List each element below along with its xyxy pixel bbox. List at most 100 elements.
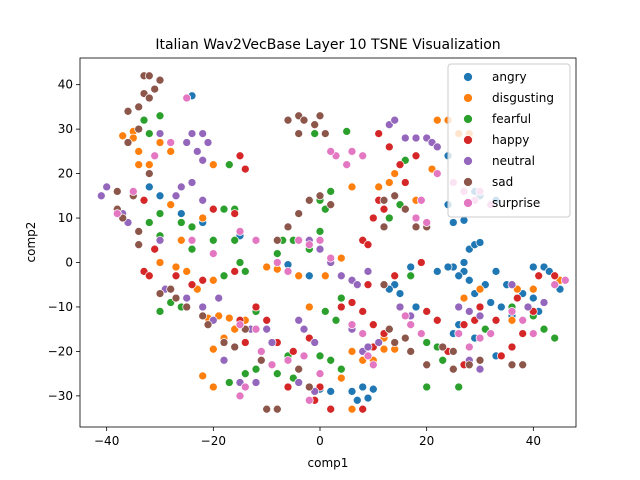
legend-marker-surprise (463, 198, 473, 208)
point-fearful-40 (331, 315, 341, 325)
point-surprise-21 (315, 369, 325, 379)
point-sad-0 (123, 106, 133, 116)
point-happy-41 (368, 213, 378, 223)
point-angry-39 (491, 267, 501, 276)
point-fearful-38 (336, 293, 346, 303)
point-disgusting-41 (347, 182, 357, 192)
legend-label-fearful: fearful (492, 112, 531, 126)
point-angry-8 (347, 387, 357, 396)
point-sad-24 (230, 342, 240, 352)
point-disgusting-3 (134, 147, 144, 156)
point-happy-57 (496, 351, 506, 361)
point-neutral-17 (182, 293, 192, 303)
point-fearful-12 (235, 258, 245, 267)
point-sad-43 (320, 129, 330, 138)
point-surprise-9 (272, 258, 282, 267)
point-disgusting-26 (262, 262, 272, 272)
point-sad-10 (144, 169, 154, 178)
point-sad-49 (411, 222, 421, 232)
point-happy-8 (235, 151, 245, 161)
point-sad-1 (134, 102, 144, 112)
point-sad-35 (304, 195, 314, 205)
point-happy-9 (240, 164, 250, 174)
point-angry-37 (464, 275, 474, 285)
point-sad-36 (315, 191, 325, 201)
point-sad-51 (379, 280, 389, 290)
point-disgusting-12 (155, 258, 165, 267)
point-happy-52 (534, 271, 544, 281)
point-happy-51 (512, 293, 522, 303)
x-tick-label: −40 (94, 434, 119, 448)
point-happy-42 (390, 271, 400, 281)
point-happy-38 (400, 178, 410, 187)
point-surprise-26 (358, 329, 368, 338)
point-fearful-20 (155, 307, 165, 316)
legend-marker-fearful (463, 114, 473, 124)
y-tick-label: −30 (48, 389, 73, 403)
point-angry-12 (363, 393, 373, 403)
point-sad-11 (112, 187, 122, 196)
y-axis-label: comp2 (24, 222, 38, 263)
point-surprise-37 (432, 169, 442, 178)
point-happy-30 (358, 307, 368, 316)
point-happy-31 (368, 320, 378, 330)
point-fearful-7 (187, 222, 197, 232)
point-sad-57 (448, 364, 458, 374)
point-happy-26 (363, 240, 373, 250)
point-disgusting-42 (374, 182, 384, 192)
point-angry-45 (528, 293, 538, 303)
point-sad-53 (390, 338, 400, 347)
point-sad-9 (123, 138, 133, 147)
point-disgusting-54 (475, 284, 485, 294)
point-happy-40 (379, 204, 389, 214)
point-disgusting-55 (507, 315, 517, 325)
point-sad-28 (272, 404, 282, 414)
point-disgusting-14 (182, 267, 192, 276)
point-fearful-42 (326, 355, 336, 365)
point-fearful-9 (208, 235, 218, 245)
point-surprise-8 (251, 235, 261, 245)
point-surprise-30 (342, 160, 352, 170)
point-angry-7 (304, 271, 314, 281)
point-fearful-44 (384, 213, 394, 223)
point-fearful-50 (438, 355, 448, 365)
point-happy-13 (262, 315, 272, 325)
point-surprise-36 (416, 195, 426, 205)
y-tick-label: 10 (58, 211, 73, 225)
point-surprise-34 (411, 213, 421, 223)
point-fearful-41 (315, 351, 325, 361)
point-disgusting-31 (336, 253, 346, 263)
point-sad-54 (400, 333, 410, 343)
legend-label-sad: sad (492, 175, 513, 189)
chart-title: Italian Wav2VecBase Layer 10 TSNE Visual… (155, 37, 500, 53)
point-neutral-9 (203, 138, 213, 147)
point-neutral-19 (214, 293, 224, 303)
point-happy-53 (550, 271, 560, 281)
point-happy-49 (475, 302, 485, 312)
point-fearful-4 (144, 218, 154, 227)
point-happy-6 (198, 275, 208, 285)
point-surprise-2 (150, 151, 160, 161)
point-fearful-54 (539, 324, 549, 334)
point-neutral-12 (176, 182, 186, 192)
point-surprise-16 (251, 324, 261, 334)
point-happy-10 (208, 204, 218, 214)
point-neutral-59 (539, 298, 549, 307)
point-neutral-33 (315, 244, 325, 254)
point-happy-45 (432, 315, 442, 325)
point-happy-20 (283, 382, 293, 392)
point-sad-29 (294, 364, 304, 374)
point-neutral-38 (363, 267, 373, 276)
point-disgusting-16 (208, 275, 218, 285)
point-sad-26 (256, 355, 266, 365)
point-sad-16 (134, 240, 144, 250)
legend-label-neutral: neutral (492, 154, 535, 168)
point-surprise-27 (363, 351, 373, 361)
point-disgusting-10 (198, 213, 208, 223)
point-surprise-24 (240, 382, 250, 392)
point-angry-29 (459, 258, 469, 267)
x-tick-label: 20 (419, 434, 434, 448)
point-surprise-32 (358, 151, 368, 161)
point-neutral-27 (294, 315, 304, 325)
